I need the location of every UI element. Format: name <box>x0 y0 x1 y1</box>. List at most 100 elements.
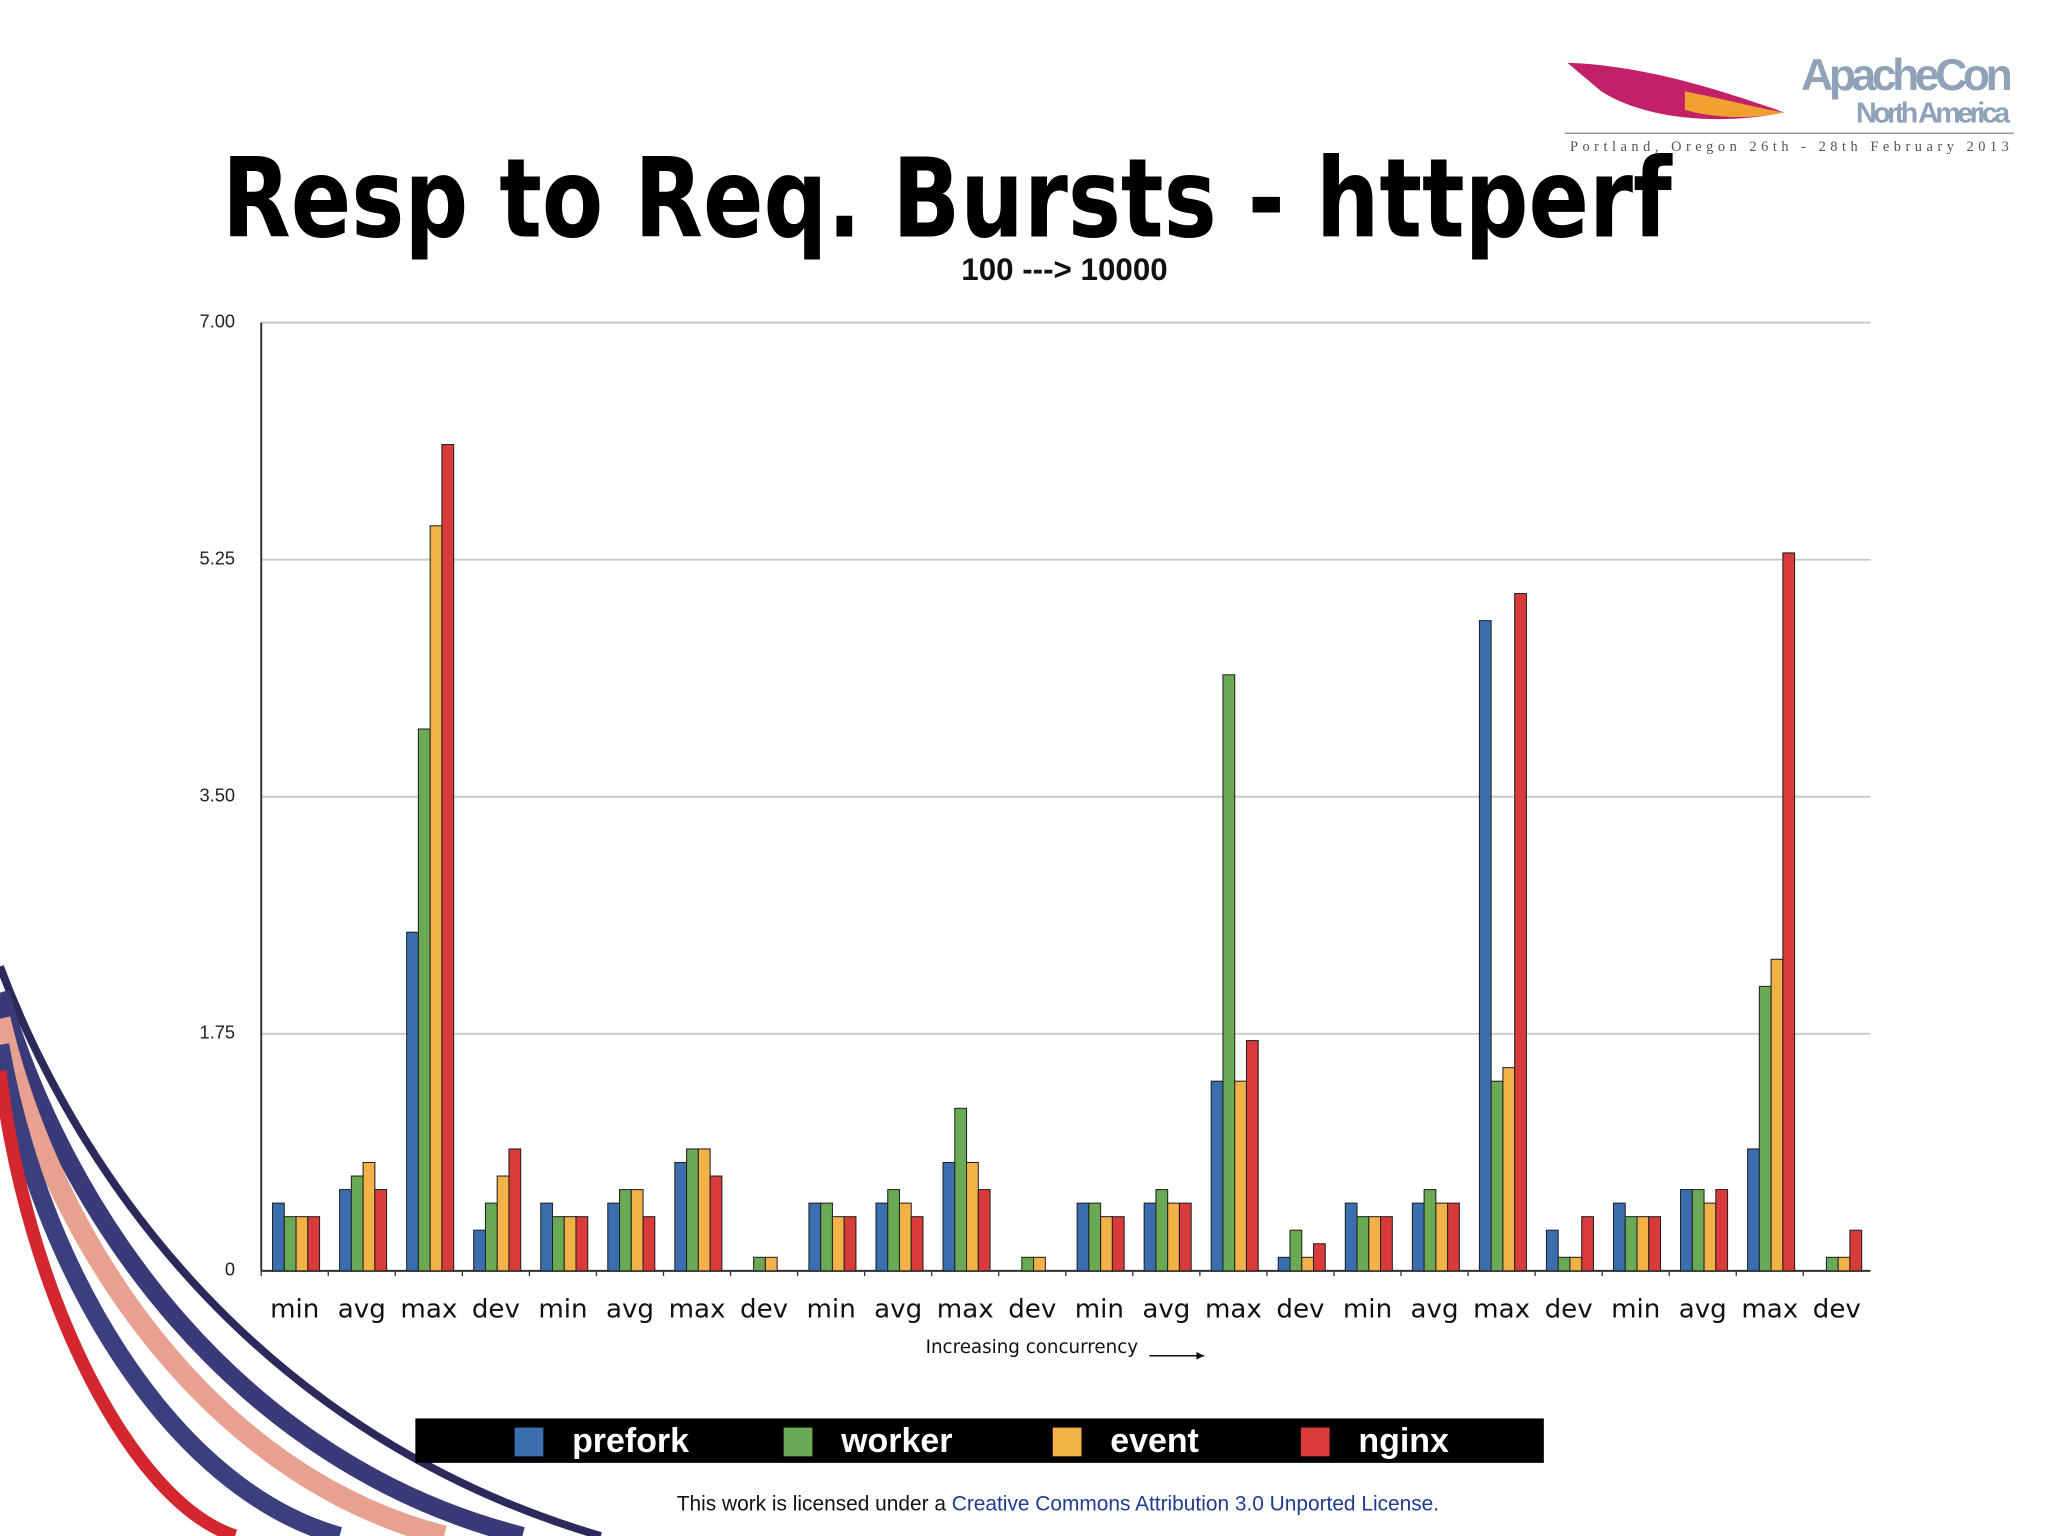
bar <box>1612 1202 1626 1272</box>
x-tick-label: min <box>538 1295 587 1325</box>
license-link[interactable]: Creative Commons Attribution 3.0 Unporte… <box>952 1492 1439 1515</box>
logo: ApacheCon North America Portland, Oregon… <box>1564 51 2015 155</box>
x-axis-label: Increasing concurrency <box>926 1337 1139 1358</box>
x-tick-label: max <box>1473 1295 1530 1325</box>
bar <box>1569 1256 1583 1272</box>
bar <box>674 1161 688 1272</box>
bar <box>1624 1216 1638 1272</box>
bar <box>1178 1202 1192 1272</box>
bar <box>1435 1202 1449 1272</box>
bar <box>1411 1202 1425 1272</box>
bar <box>831 1216 845 1272</box>
bar <box>619 1189 632 1272</box>
legend-label: nginx <box>1358 1422 1449 1460</box>
bar <box>607 1202 621 1272</box>
bar <box>910 1216 924 1272</box>
bar <box>1222 674 1236 1272</box>
bar <box>362 1161 376 1272</box>
bar <box>350 1175 364 1272</box>
x-tick-label: min <box>1611 1295 1660 1325</box>
bar <box>753 1256 766 1272</box>
bar <box>374 1189 388 1272</box>
bar <box>1691 1189 1705 1272</box>
bar <box>1155 1189 1169 1272</box>
feather-tip <box>1684 91 1785 118</box>
bar <box>1837 1256 1851 1272</box>
arrow <box>1149 1351 1205 1360</box>
bar <box>820 1202 833 1272</box>
bar <box>1557 1256 1571 1272</box>
bar <box>1478 620 1492 1272</box>
x-tick-label: dev <box>1276 1295 1324 1325</box>
bar <box>307 1216 321 1272</box>
bar <box>942 1161 956 1272</box>
x-tick-label: max <box>1205 1295 1262 1325</box>
bar <box>295 1216 309 1272</box>
y-tick-label: 3.50 <box>200 785 236 806</box>
legend-swatch <box>1052 1427 1082 1457</box>
x-tick-label: avg <box>1411 1295 1459 1325</box>
bar <box>966 1161 979 1272</box>
x-tick-label: max <box>669 1295 726 1325</box>
bar <box>1076 1202 1090 1272</box>
bar <box>1715 1189 1729 1272</box>
legend-label: worker <box>840 1422 952 1460</box>
bar <box>1545 1229 1559 1272</box>
bar <box>1021 1256 1035 1272</box>
x-tick-label: dev <box>1813 1295 1861 1325</box>
x-tick-label: avg <box>1142 1295 1190 1325</box>
bar <box>1143 1202 1157 1272</box>
x-tick-label: dev <box>472 1295 520 1325</box>
bar <box>1289 1229 1303 1272</box>
bar <box>540 1202 554 1272</box>
bar <box>1344 1202 1358 1272</box>
bar <box>630 1189 644 1272</box>
bar <box>808 1202 822 1272</box>
bar <box>473 1229 486 1272</box>
bar <box>1849 1229 1863 1272</box>
y-tick-label: 7.00 <box>200 310 236 331</box>
bar <box>686 1148 699 1272</box>
x-tick-label: dev <box>740 1295 788 1325</box>
x-tick-label: max <box>400 1295 457 1325</box>
x-tick-label: dev <box>1545 1295 1593 1325</box>
chart-subtitle: 100 ---> 10000 <box>961 252 1167 287</box>
bar <box>1100 1216 1113 1272</box>
bar <box>1782 552 1796 1272</box>
bar <box>1111 1216 1125 1272</box>
bar <box>272 1202 285 1272</box>
bar <box>875 1202 889 1272</box>
bar <box>697 1148 711 1272</box>
bar <box>1380 1216 1393 1272</box>
bar <box>1245 1040 1259 1272</box>
bar <box>1680 1189 1693 1272</box>
bar <box>1447 1202 1460 1272</box>
bar <box>1514 593 1527 1272</box>
bar <box>1356 1216 1370 1272</box>
x-tick-label: avg <box>606 1295 654 1325</box>
footer-text: This work is licensed under a <box>677 1492 952 1515</box>
bar <box>1368 1216 1382 1272</box>
x-tick-label: min <box>1343 1295 1392 1325</box>
bar <box>1636 1216 1650 1272</box>
bar <box>1502 1067 1516 1272</box>
x-tick-label: max <box>937 1295 994 1325</box>
x-tick-label: min <box>1075 1295 1124 1325</box>
legend-swatch <box>514 1427 544 1457</box>
bar <box>642 1216 656 1272</box>
bar <box>1490 1080 1504 1272</box>
bar <box>1825 1256 1839 1272</box>
bar <box>898 1202 912 1272</box>
x-tick-label: dev <box>1008 1295 1056 1325</box>
legend-swatch <box>1300 1427 1330 1457</box>
bar <box>429 525 443 1272</box>
slide-title: Resp to Req. Bursts - httperf <box>222 135 1673 263</box>
bar <box>1703 1202 1717 1272</box>
x-tick-label: max <box>1741 1295 1798 1325</box>
bar <box>551 1216 565 1272</box>
bar <box>843 1216 857 1272</box>
bar <box>1423 1189 1437 1272</box>
x-tick-label: avg <box>1679 1295 1727 1325</box>
legend-swatch <box>783 1427 813 1457</box>
